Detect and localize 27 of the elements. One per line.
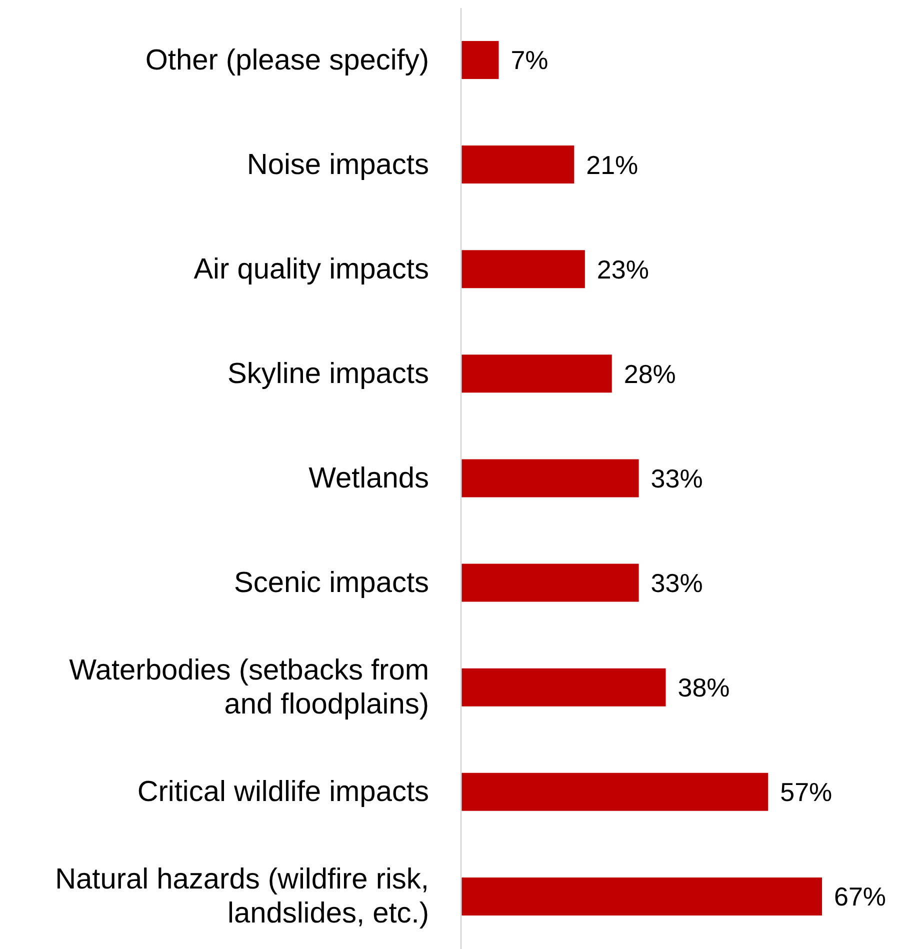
data-label: 33% xyxy=(650,568,703,598)
bar xyxy=(461,459,639,498)
data-label: 57% xyxy=(780,777,832,808)
y-tick-label: Skyline impacts xyxy=(228,358,429,390)
y-tick-label: Noise impacts xyxy=(246,148,429,181)
bar xyxy=(461,354,612,393)
bar xyxy=(461,668,666,706)
y-tick-label: Critical wildlife impacts xyxy=(137,776,429,808)
y-tick-label: Wetlands xyxy=(308,462,429,494)
bar xyxy=(461,877,822,916)
data-label: 23% xyxy=(596,254,649,284)
y-tick-label: Waterbodies (setbacks from and floodplains) xyxy=(69,654,429,721)
y-tick-label: Air quality impacts xyxy=(194,253,429,286)
data-label: 21% xyxy=(586,150,638,180)
y-tick-label: Other (please specify) xyxy=(145,44,429,76)
y-tick-label: Scenic impacts xyxy=(234,567,429,600)
bar xyxy=(461,146,574,184)
bar xyxy=(461,41,499,79)
bar xyxy=(461,564,639,602)
data-label: 67% xyxy=(834,882,886,912)
bar xyxy=(461,250,585,288)
data-label: 7% xyxy=(510,45,548,76)
y-tick-label: Natural hazards (wildfire risk, landslides, etc.) xyxy=(55,864,429,930)
data-label: 33% xyxy=(650,463,703,494)
bar xyxy=(461,772,768,811)
data-label: 28% xyxy=(624,358,676,389)
data-label: 38% xyxy=(678,672,730,703)
